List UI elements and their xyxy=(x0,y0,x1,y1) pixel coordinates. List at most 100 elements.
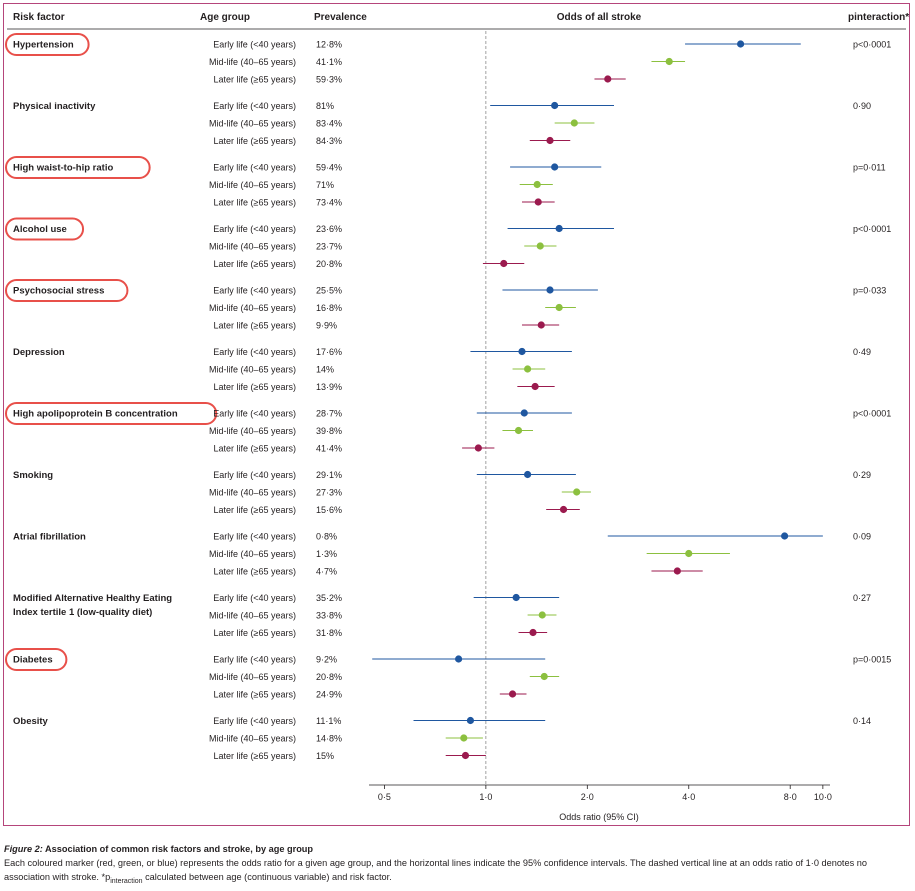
age-group-label: Later life (≥65 years) xyxy=(214,382,296,392)
prevalence-value: 23·7% xyxy=(316,242,342,252)
caption-title-text: Association of common risk factors and s… xyxy=(42,844,314,854)
or-marker xyxy=(534,198,542,206)
age-group-label: Mid-life (40–65 years) xyxy=(209,488,296,498)
caption-fig-label: Figure 2: xyxy=(4,844,43,854)
prevalence-value: 59·3% xyxy=(316,75,342,85)
header-pinteraction: pinteraction* xyxy=(848,12,909,23)
p-interaction: p<0·0001 xyxy=(853,409,891,419)
factor-name: Diabetes xyxy=(13,655,53,666)
age-group-label: Mid-life (40–65 years) xyxy=(209,426,296,436)
prevalence-value: 9·2% xyxy=(316,655,337,665)
caption-footnote-prefix: *p xyxy=(98,872,111,882)
caption-body: Each coloured marker (red, green, or blu… xyxy=(4,856,909,889)
prevalence-value: 35·2% xyxy=(316,593,342,603)
factor-name: Psychosocial stress xyxy=(13,286,104,297)
factor-block: High apolipoprotein B concentration p<0·0… xyxy=(5,402,891,454)
factor-name: Depression xyxy=(13,347,65,358)
p-interaction: 0·29 xyxy=(853,470,871,480)
or-marker xyxy=(500,259,508,268)
prevalence-value: 23·6% xyxy=(316,224,342,234)
x-tick-label: 10·0 xyxy=(814,792,832,802)
prevalence-value: 25·5% xyxy=(316,286,342,296)
prevalence-value: 28·7% xyxy=(316,409,342,419)
or-marker xyxy=(673,567,681,575)
factor-block: Psychosocial stress p=0·033 Early life (<4… xyxy=(5,279,886,331)
or-marker xyxy=(524,470,532,479)
x-tick-label: 4·0 xyxy=(682,792,695,802)
prevalence-value: 84·3% xyxy=(316,136,342,146)
or-marker xyxy=(604,75,612,83)
or-marker xyxy=(555,224,563,233)
caption-title: Figure 2: Association of common risk fac… xyxy=(4,842,909,856)
x-axis: 0·5 1·0 2·0 4·0 8·0 10·0 xyxy=(369,784,832,802)
prevalence-value: 14% xyxy=(316,365,334,375)
factor-block: Smoking 0·29 Early life (<40 years) 29·1% Mi… xyxy=(13,470,871,515)
age-group-label: Later life (≥65 years) xyxy=(214,751,296,761)
or-marker xyxy=(736,40,745,48)
age-group-label: Early life (<40 years) xyxy=(213,593,296,603)
or-marker xyxy=(551,163,559,171)
prevalence-value: 11·1% xyxy=(316,716,341,726)
factor-block: Physical inactivity 0·90 Early life (<40 y… xyxy=(13,101,871,146)
or-marker xyxy=(559,505,568,514)
factor-name: Hypertension xyxy=(13,40,74,51)
age-group-label: Early life (<40 years) xyxy=(213,470,296,480)
or-marker xyxy=(524,365,532,373)
or-marker xyxy=(665,57,673,66)
factor-name: Alcohol use xyxy=(13,224,67,235)
highlight-circle xyxy=(5,217,85,241)
age-group-label: Early life (<40 years) xyxy=(213,409,296,419)
or-marker xyxy=(531,382,539,391)
prevalence-value: 17·6% xyxy=(316,347,342,357)
age-group-label: Early life (<40 years) xyxy=(213,286,296,296)
factor-block: Hypertension p<0·0001 Early life (<40 year… xyxy=(5,33,891,85)
prevalence-value: 83·4% xyxy=(316,119,342,129)
or-marker xyxy=(551,101,559,110)
factor-name: High apolipoprotein B concentration xyxy=(13,409,178,420)
x-tick-label: 1·0 xyxy=(479,792,492,802)
prevalence-value: 29·1% xyxy=(316,470,342,480)
x-axis-label: Odds ratio (95% CI) xyxy=(559,812,639,822)
header-risk-factor: Risk factor xyxy=(13,12,65,23)
prevalence-value: 14·8% xyxy=(316,734,342,744)
x-tick-label: 8·0 xyxy=(784,792,797,802)
age-group-label: Early life (<40 years) xyxy=(213,224,296,234)
factor-name: Modified Alternative Healthy Eating xyxy=(13,593,172,604)
or-marker xyxy=(538,611,546,619)
age-group-label: Later life (≥65 years) xyxy=(214,690,296,700)
x-tick-label: 0·5 xyxy=(378,792,391,802)
or-marker xyxy=(555,303,563,312)
factor-name: Atrial fibrillation xyxy=(13,532,86,543)
or-marker xyxy=(512,593,520,602)
or-marker xyxy=(570,119,578,127)
age-group-label: Mid-life (40–65 years) xyxy=(209,242,296,252)
p-interaction: p<0·0001 xyxy=(853,224,891,234)
factor-name: Obesity xyxy=(13,716,49,727)
factor-name: High waist-to-hip ratio xyxy=(13,163,113,174)
age-group-label: Later life (≥65 years) xyxy=(214,444,296,454)
figure-frame xyxy=(3,3,910,826)
prevalence-value: 59·4% xyxy=(316,163,342,173)
factor-block: Alcohol use p<0·0001 Early life (<40 years… xyxy=(5,217,891,269)
age-group-label: Early life (<40 years) xyxy=(213,347,296,357)
prevalence-value: 13·9% xyxy=(316,382,342,392)
factor-block: Depression 0·49 Early life (<40 years) 17·6… xyxy=(13,347,871,392)
p-interaction: p<0·0001 xyxy=(853,40,891,50)
prevalence-value: 41·4% xyxy=(316,444,342,454)
x-tick-label: 2·0 xyxy=(581,792,594,802)
prevalence-value: 16·8% xyxy=(316,303,342,313)
p-interaction: 0·09 xyxy=(853,532,871,542)
age-group-label: Mid-life (40–65 years) xyxy=(209,180,296,190)
or-marker xyxy=(461,751,470,760)
prevalence-value: 81% xyxy=(316,101,334,111)
figure-caption: Figure 2: Association of common risk fac… xyxy=(4,842,909,889)
age-group-label: Early life (<40 years) xyxy=(213,163,296,173)
prevalence-value: 20·8% xyxy=(316,259,342,269)
factor-block: Modified Alternative Healthy Eating Index… xyxy=(13,593,871,638)
prevalence-value: 41·1% xyxy=(316,57,342,67)
age-group-label: Later life (≥65 years) xyxy=(214,505,296,515)
factor-block: High waist-to-hip ratio p=0·011 Early life… xyxy=(5,156,886,208)
or-marker xyxy=(529,628,537,637)
factor-block: Obesity 0·14 Early life (<40 years) 11·1% Mi… xyxy=(13,716,871,761)
age-group-label: Later life (≥65 years) xyxy=(214,75,296,85)
